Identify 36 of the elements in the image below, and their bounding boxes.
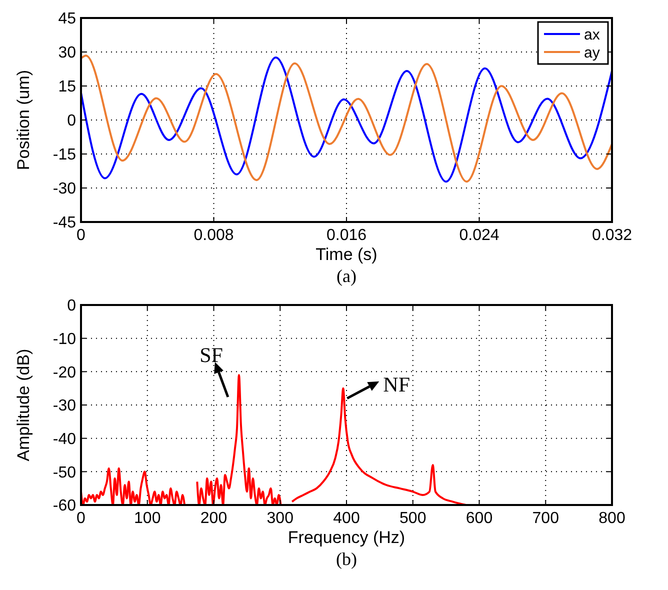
y-tick-label: -50 xyxy=(52,464,76,482)
annotation: NF xyxy=(383,372,410,396)
y-tick-label: 0 xyxy=(67,112,76,130)
y-tick-label: -15 xyxy=(52,146,76,164)
x-tick-label: 500 xyxy=(400,510,426,527)
x-tick-label: 0.008 xyxy=(194,227,234,244)
y-tick-label: -40 xyxy=(52,430,76,448)
text: (b) xyxy=(336,549,357,569)
x-tick-label: 800 xyxy=(598,510,626,527)
text: (a) xyxy=(336,266,356,286)
x-tick-label: 600 xyxy=(466,510,493,527)
x-tick-label: 0.016 xyxy=(326,227,367,244)
annotation: SF xyxy=(200,343,223,367)
x-axis-title: Frequency (Hz) xyxy=(288,528,406,547)
x-tick-label: 0.024 xyxy=(459,227,500,244)
y-tick-label: -10 xyxy=(52,330,76,348)
y-tick-label: 15 xyxy=(58,78,76,96)
x-tick-label: 0.032 xyxy=(592,227,632,244)
x-tick-label: 300 xyxy=(266,510,294,527)
y-tick-label: 0 xyxy=(67,298,76,315)
y-tick-label: -30 xyxy=(52,180,76,198)
y-tick-label: -30 xyxy=(52,398,76,415)
x-tick-label: 200 xyxy=(200,510,228,527)
x-tick-label: 100 xyxy=(134,510,161,527)
y-tick-label: -60 xyxy=(52,498,76,515)
y-tick-label: 45 xyxy=(58,10,76,28)
y-axis-title: Amplitude (dB) xyxy=(14,348,33,462)
x-tick-label: 700 xyxy=(532,510,560,527)
y-tick-label: 30 xyxy=(58,44,76,62)
x-axis-title: Time (s) xyxy=(316,245,378,264)
legend-label: ay xyxy=(584,44,600,62)
y-tick-label: -45 xyxy=(52,214,76,232)
legend-label: ax xyxy=(584,26,600,44)
y-tick-label: -20 xyxy=(52,364,76,382)
x-tick-label: 400 xyxy=(333,510,360,527)
y-axis-title: Position (um) xyxy=(14,70,33,170)
